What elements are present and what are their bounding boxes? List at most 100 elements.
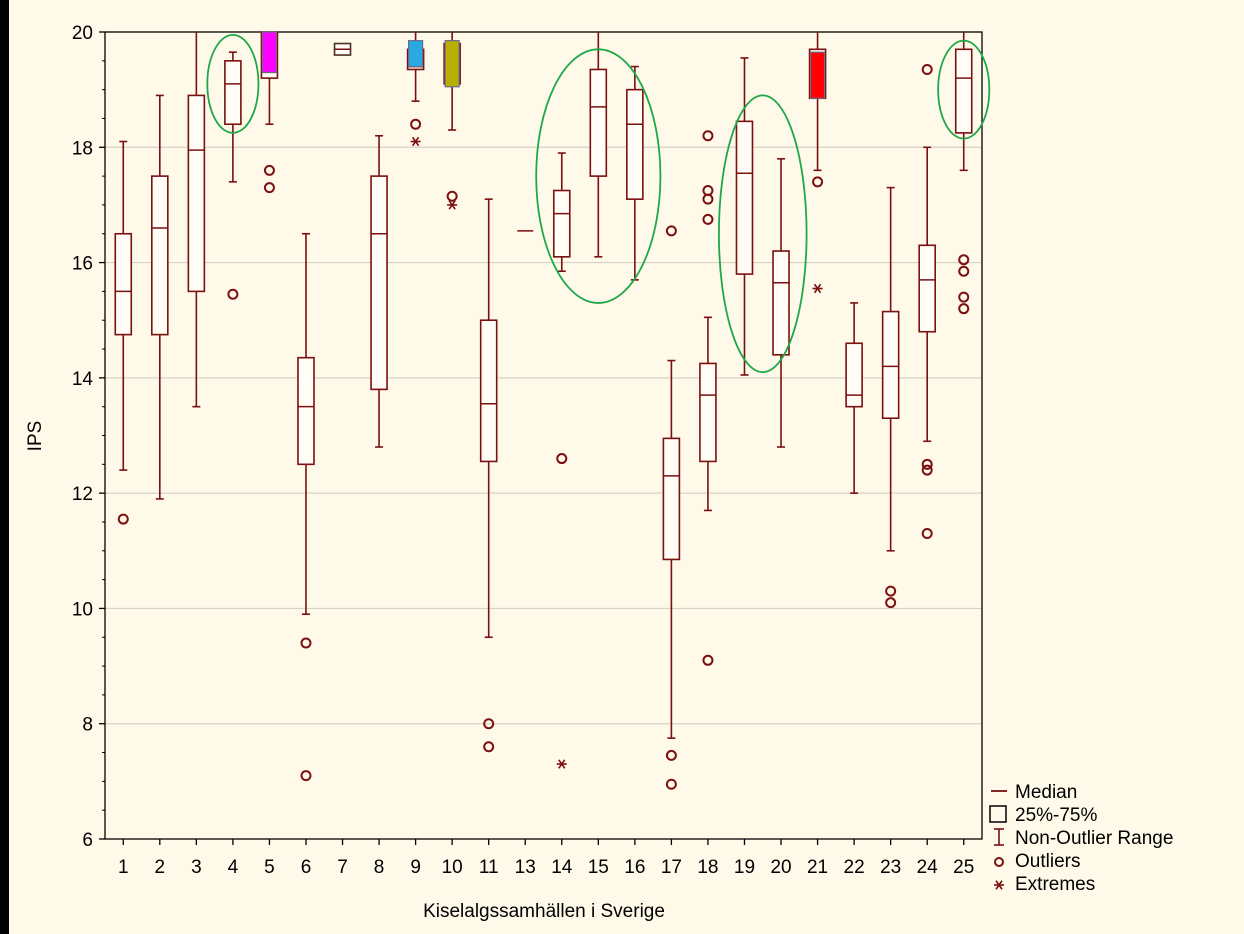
extreme-point [410, 136, 421, 147]
box-group-7 [333, 42, 352, 56]
x-tick-label: 4 [228, 857, 239, 878]
outlier-point [702, 193, 714, 205]
outlier-point [921, 527, 933, 539]
highlight-ellipses [206, 33, 991, 373]
x-tick-label: 21 [807, 857, 828, 878]
outlier-point [300, 770, 312, 782]
box-group-8 [370, 134, 388, 448]
legend-label: Outliers [1015, 851, 1080, 872]
highlight-ellipse-2 [535, 48, 662, 304]
x-tick-label: 25 [953, 857, 974, 878]
iqr-box [552, 189, 571, 258]
box-group-18 [699, 130, 717, 666]
legend-item-box: 25%-75% [989, 805, 1097, 826]
outlier-point [410, 118, 422, 130]
iqr-box [626, 88, 644, 200]
iqr-box [735, 120, 754, 275]
x-tick-label: 16 [624, 857, 645, 878]
x-tick-label: 7 [337, 857, 348, 878]
box-group-22 [845, 302, 863, 494]
boxes [114, 31, 973, 790]
box-group-19 [735, 57, 754, 376]
box-group-25 [954, 32, 973, 315]
x-tick-label: 18 [697, 857, 718, 878]
iqr-box [224, 60, 242, 126]
iqr-box [881, 310, 900, 420]
x-tick-label: 20 [770, 857, 791, 878]
y-axis-title: IPS [25, 421, 46, 452]
x-tick-label: 15 [588, 857, 609, 878]
extreme-point [447, 200, 458, 210]
highlight-ellipse-4 [937, 39, 991, 140]
iqr-box [918, 244, 936, 333]
grid-lines [105, 146, 982, 725]
y-tick-label: 10 [72, 599, 93, 620]
box-group-14 [552, 152, 571, 769]
iqr-box [662, 437, 681, 561]
x-tick-label: 24 [917, 857, 939, 878]
box-group-2 [151, 94, 169, 500]
y-tick-label: 20 [72, 23, 93, 44]
legend-outlier-icon [994, 857, 1004, 867]
box-group-23 [881, 186, 900, 609]
box-group-17 [662, 225, 681, 790]
outlier-point [885, 597, 897, 609]
iqr-box [114, 232, 133, 336]
x-axis-title: Kiselalgssamhällen i Sverige [423, 901, 665, 922]
y-tick-label: 18 [72, 138, 93, 159]
iqr-box [845, 342, 863, 408]
box-group-6 [297, 232, 315, 782]
outlier-point [958, 265, 970, 277]
x-tick-label: 1 [118, 857, 129, 878]
iqr-box [151, 175, 169, 336]
outlier-point [665, 778, 677, 790]
legend-item-asterisk: Extremes [994, 874, 1095, 895]
outlier-point [300, 637, 312, 649]
outlier-point [665, 225, 677, 237]
highlight-marker-21 [809, 51, 826, 99]
x-tick-label: 6 [301, 857, 312, 878]
outlier-point [921, 63, 933, 75]
highlight-marker-9 [408, 40, 424, 68]
outlier-point [958, 254, 970, 266]
outlier-point [263, 164, 275, 176]
iqr-box [772, 250, 790, 356]
box-group-3 [187, 32, 206, 408]
x-tick-label: 17 [661, 857, 682, 878]
outlier-point [556, 453, 568, 465]
iqr-box [479, 319, 498, 463]
y-tick-label: 14 [72, 369, 94, 390]
y-tick-label: 16 [72, 254, 93, 275]
x-tick-label: 19 [734, 857, 755, 878]
x-tick-label: 2 [155, 857, 166, 878]
x-tick-label: 11 [479, 857, 499, 878]
x-tick-label: 14 [551, 857, 573, 878]
box-group-16 [626, 65, 644, 281]
x-tick-label: 8 [374, 857, 385, 878]
y-tick-label: 6 [82, 830, 93, 851]
iqr-box [297, 356, 315, 466]
legend-box-icon [989, 805, 1007, 823]
outlier-point [263, 182, 275, 194]
chart-panel: 6 8 10 12 14 16 18 20 1 2 3 4 5 6 7 8 9 10 11 13 14 15 16 17 18 1… [9, 0, 1244, 934]
box-group-4 [224, 51, 242, 300]
outlier-point [885, 585, 897, 597]
x-tick-label: 13 [515, 857, 536, 878]
outlier-point [702, 130, 714, 142]
x-tick-label: 9 [410, 857, 421, 878]
outlier-point [483, 741, 495, 753]
legend-label: 25%-75% [1015, 805, 1097, 826]
legend-item-circle: Outliers [994, 851, 1080, 872]
legend-label: Non-Outlier Range [1015, 828, 1173, 849]
box-group-11 [479, 198, 498, 753]
iqr-box [589, 68, 608, 177]
outlier-point [483, 718, 495, 730]
iqr-box [370, 175, 388, 391]
x-tick-label: 3 [191, 857, 202, 878]
legend-item-whisker: Non-Outlier Range [994, 828, 1173, 849]
outlier-point [227, 288, 239, 300]
outlier-point [702, 213, 714, 225]
legend-label: Extremes [1015, 874, 1095, 895]
